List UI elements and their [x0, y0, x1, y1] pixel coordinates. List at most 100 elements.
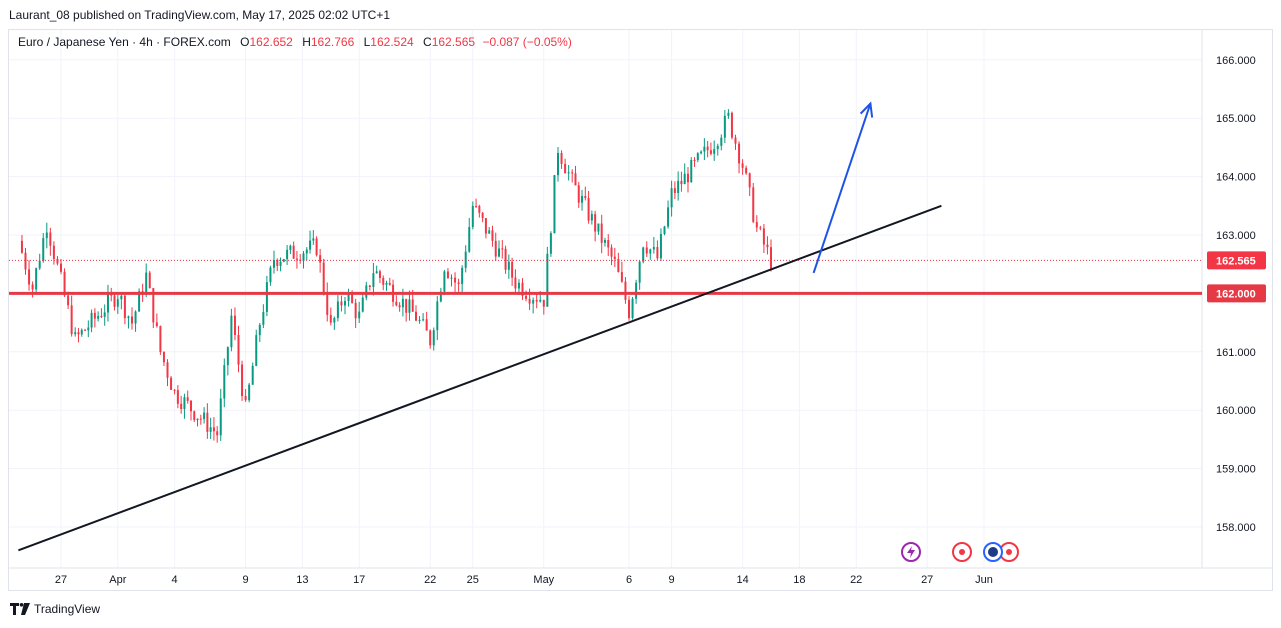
symbol-label: Euro / Japanese Yen · 4h · FOREX.com: [18, 35, 231, 49]
candle-body: [464, 251, 467, 268]
candle-body: [289, 245, 292, 250]
candle-body: [45, 232, 48, 239]
candle-body: [624, 281, 627, 300]
candle-body: [690, 159, 693, 183]
candle-body: [212, 427, 215, 432]
candle-body: [116, 299, 119, 307]
candle-body: [581, 196, 584, 203]
candle-body: [375, 271, 378, 274]
candle-body: [683, 173, 686, 185]
footer-brand[interactable]: TradingView: [34, 602, 101, 616]
time-tick-label: 13: [296, 574, 308, 586]
candle-body: [87, 327, 90, 331]
open-value: 162.652: [249, 35, 293, 49]
economic-event-icon[interactable]: [952, 542, 972, 562]
candle-body: [60, 263, 62, 272]
candle-body: [734, 137, 737, 144]
candle-body: [752, 187, 755, 222]
candle-body: [539, 299, 542, 302]
time-tick-label: 27: [921, 574, 933, 586]
candle-body: [97, 315, 100, 319]
flag-event-icon[interactable]: [983, 542, 1003, 562]
candle-body: [504, 248, 507, 270]
candle-body: [642, 247, 645, 262]
candle-body: [279, 261, 282, 266]
support-price-label: 162.000: [1216, 288, 1256, 300]
candle-body: [560, 152, 563, 164]
candle-body: [166, 362, 169, 378]
candle-body: [226, 347, 229, 366]
price-tick-label: 161.000: [1216, 347, 1256, 359]
candle-body: [302, 253, 305, 261]
candle-body: [206, 412, 209, 432]
candle-body: [478, 205, 481, 213]
candle-body: [613, 256, 616, 260]
candle-body: [670, 188, 673, 208]
candle-body: [514, 277, 517, 289]
candle-body: [189, 400, 192, 412]
candle-body: [251, 365, 254, 385]
candle-body: [631, 298, 634, 319]
candle-body: [521, 282, 524, 296]
candle-body: [309, 240, 312, 250]
projection-arrow-head: [859, 101, 874, 118]
candle-body: [120, 295, 123, 300]
candle-body: [546, 253, 549, 307]
candle-body: [131, 316, 133, 324]
candle-body: [152, 288, 155, 323]
candle-body: [52, 245, 55, 259]
candle-body: [196, 418, 199, 421]
candle-body: [450, 277, 453, 279]
lightning-event-icon[interactable]: [901, 542, 921, 562]
candle-body: [237, 334, 240, 365]
projection-arrow: [812, 103, 872, 274]
candle-body: [295, 258, 298, 260]
time-tick-label: 9: [669, 574, 675, 586]
candle-body: [170, 377, 173, 390]
candle-body: [138, 291, 141, 312]
candle-body: [123, 295, 126, 319]
candle-body: [436, 301, 439, 331]
candle-body: [594, 214, 597, 232]
candle-body: [103, 312, 106, 317]
candle-body: [49, 232, 52, 246]
price-tick-label: 158.000: [1216, 522, 1256, 534]
candle-body: [230, 315, 233, 348]
candle-body: [340, 301, 343, 306]
candle-body: [564, 163, 567, 174]
candle-body: [38, 260, 41, 269]
candle-body: [292, 245, 295, 259]
close-value: 162.565: [431, 35, 476, 49]
candle-body: [600, 223, 603, 243]
candle-body: [282, 259, 285, 262]
candle-body: [649, 249, 652, 254]
candle-body: [425, 319, 428, 331]
candle-body: [667, 207, 670, 227]
time-tick-label: Jun: [975, 574, 993, 586]
tradingview-logo-icon[interactable]: [10, 603, 30, 615]
candle-body: [258, 324, 261, 336]
candle-body: [709, 150, 712, 154]
candle-body: [730, 112, 733, 138]
price-tick-label: 164.000: [1216, 172, 1256, 184]
candle-body: [656, 247, 659, 259]
candle-body: [20, 240, 23, 253]
candle-body: [491, 230, 494, 241]
candle-body: [286, 249, 289, 260]
candle-body: [408, 299, 411, 313]
candle-body: [90, 312, 93, 328]
candle-body: [481, 212, 484, 219]
price-axis[interactable]: 158.000 159.000 160.000 161.000 162.000 163.0…: [1207, 55, 1266, 534]
time-tick-label: Apr: [109, 574, 126, 586]
candle-body: [74, 332, 77, 335]
candle-body: [475, 205, 478, 207]
candle-body: [80, 329, 83, 335]
support-price-label-bg: [1207, 284, 1266, 303]
candle-body: [319, 255, 322, 263]
candle-body: [468, 227, 471, 252]
candle-body: [395, 301, 398, 306]
candle-body: [276, 260, 279, 266]
candle-body: [766, 244, 769, 248]
time-axis[interactable]: 27 Apr 4 9 13 17 22 25 May 6 9 14 18 22 27 Jun: [55, 574, 993, 586]
